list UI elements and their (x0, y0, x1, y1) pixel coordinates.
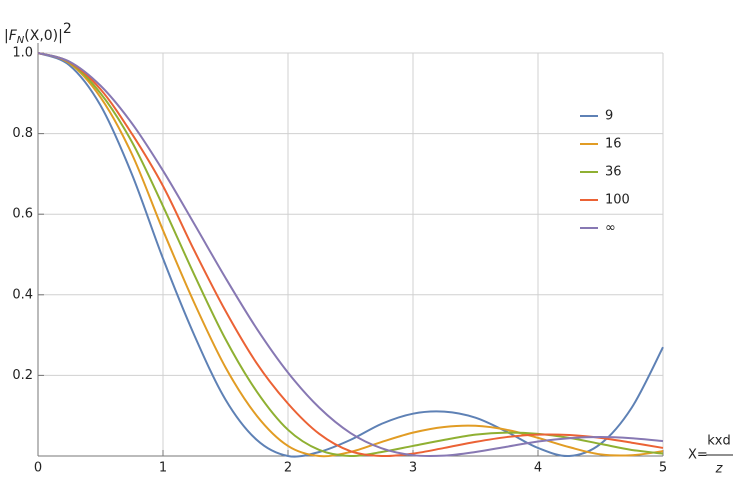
x-tick-label: 2 (284, 461, 292, 476)
y-label-part: F (9, 28, 18, 44)
series-line (37, 52, 664, 458)
x-tick-label: 1 (159, 461, 167, 476)
y-tick-label: 0.6 (12, 207, 33, 222)
y-label-part: 2 (63, 21, 72, 37)
series-line (37, 52, 664, 458)
x-tick-label: 3 (409, 461, 417, 476)
y-label-part: | (58, 28, 63, 44)
legend-label: 100 (605, 193, 630, 208)
series-line (37, 52, 664, 458)
y-tick-label: 1.0 (12, 46, 33, 61)
y-label-part: N (17, 35, 25, 46)
y-label-part: | (4, 28, 9, 44)
x-label-lhs: X= (688, 448, 708, 463)
y-label-part: (X,0) (24, 28, 58, 44)
x-label-numerator: kxd (707, 434, 730, 449)
legend-label: 36 (605, 165, 622, 180)
x-label-denominator: z (715, 462, 724, 477)
series-line (37, 52, 664, 458)
y-tick-label: 0.8 (12, 126, 33, 141)
x-tick-label: 4 (534, 461, 542, 476)
x-tick-label: 0 (34, 461, 42, 476)
x-tick-label: 5 (659, 461, 667, 476)
legend-label: 16 (605, 137, 622, 152)
legend-label: ∞ (605, 221, 616, 236)
y-axis-label: |FN(X,0)|2 (4, 21, 72, 46)
y-tick-label: 0.2 (12, 368, 33, 383)
y-tick-label: 0.4 (12, 287, 33, 302)
legend-label: 9 (605, 109, 613, 124)
series-line (37, 52, 664, 458)
